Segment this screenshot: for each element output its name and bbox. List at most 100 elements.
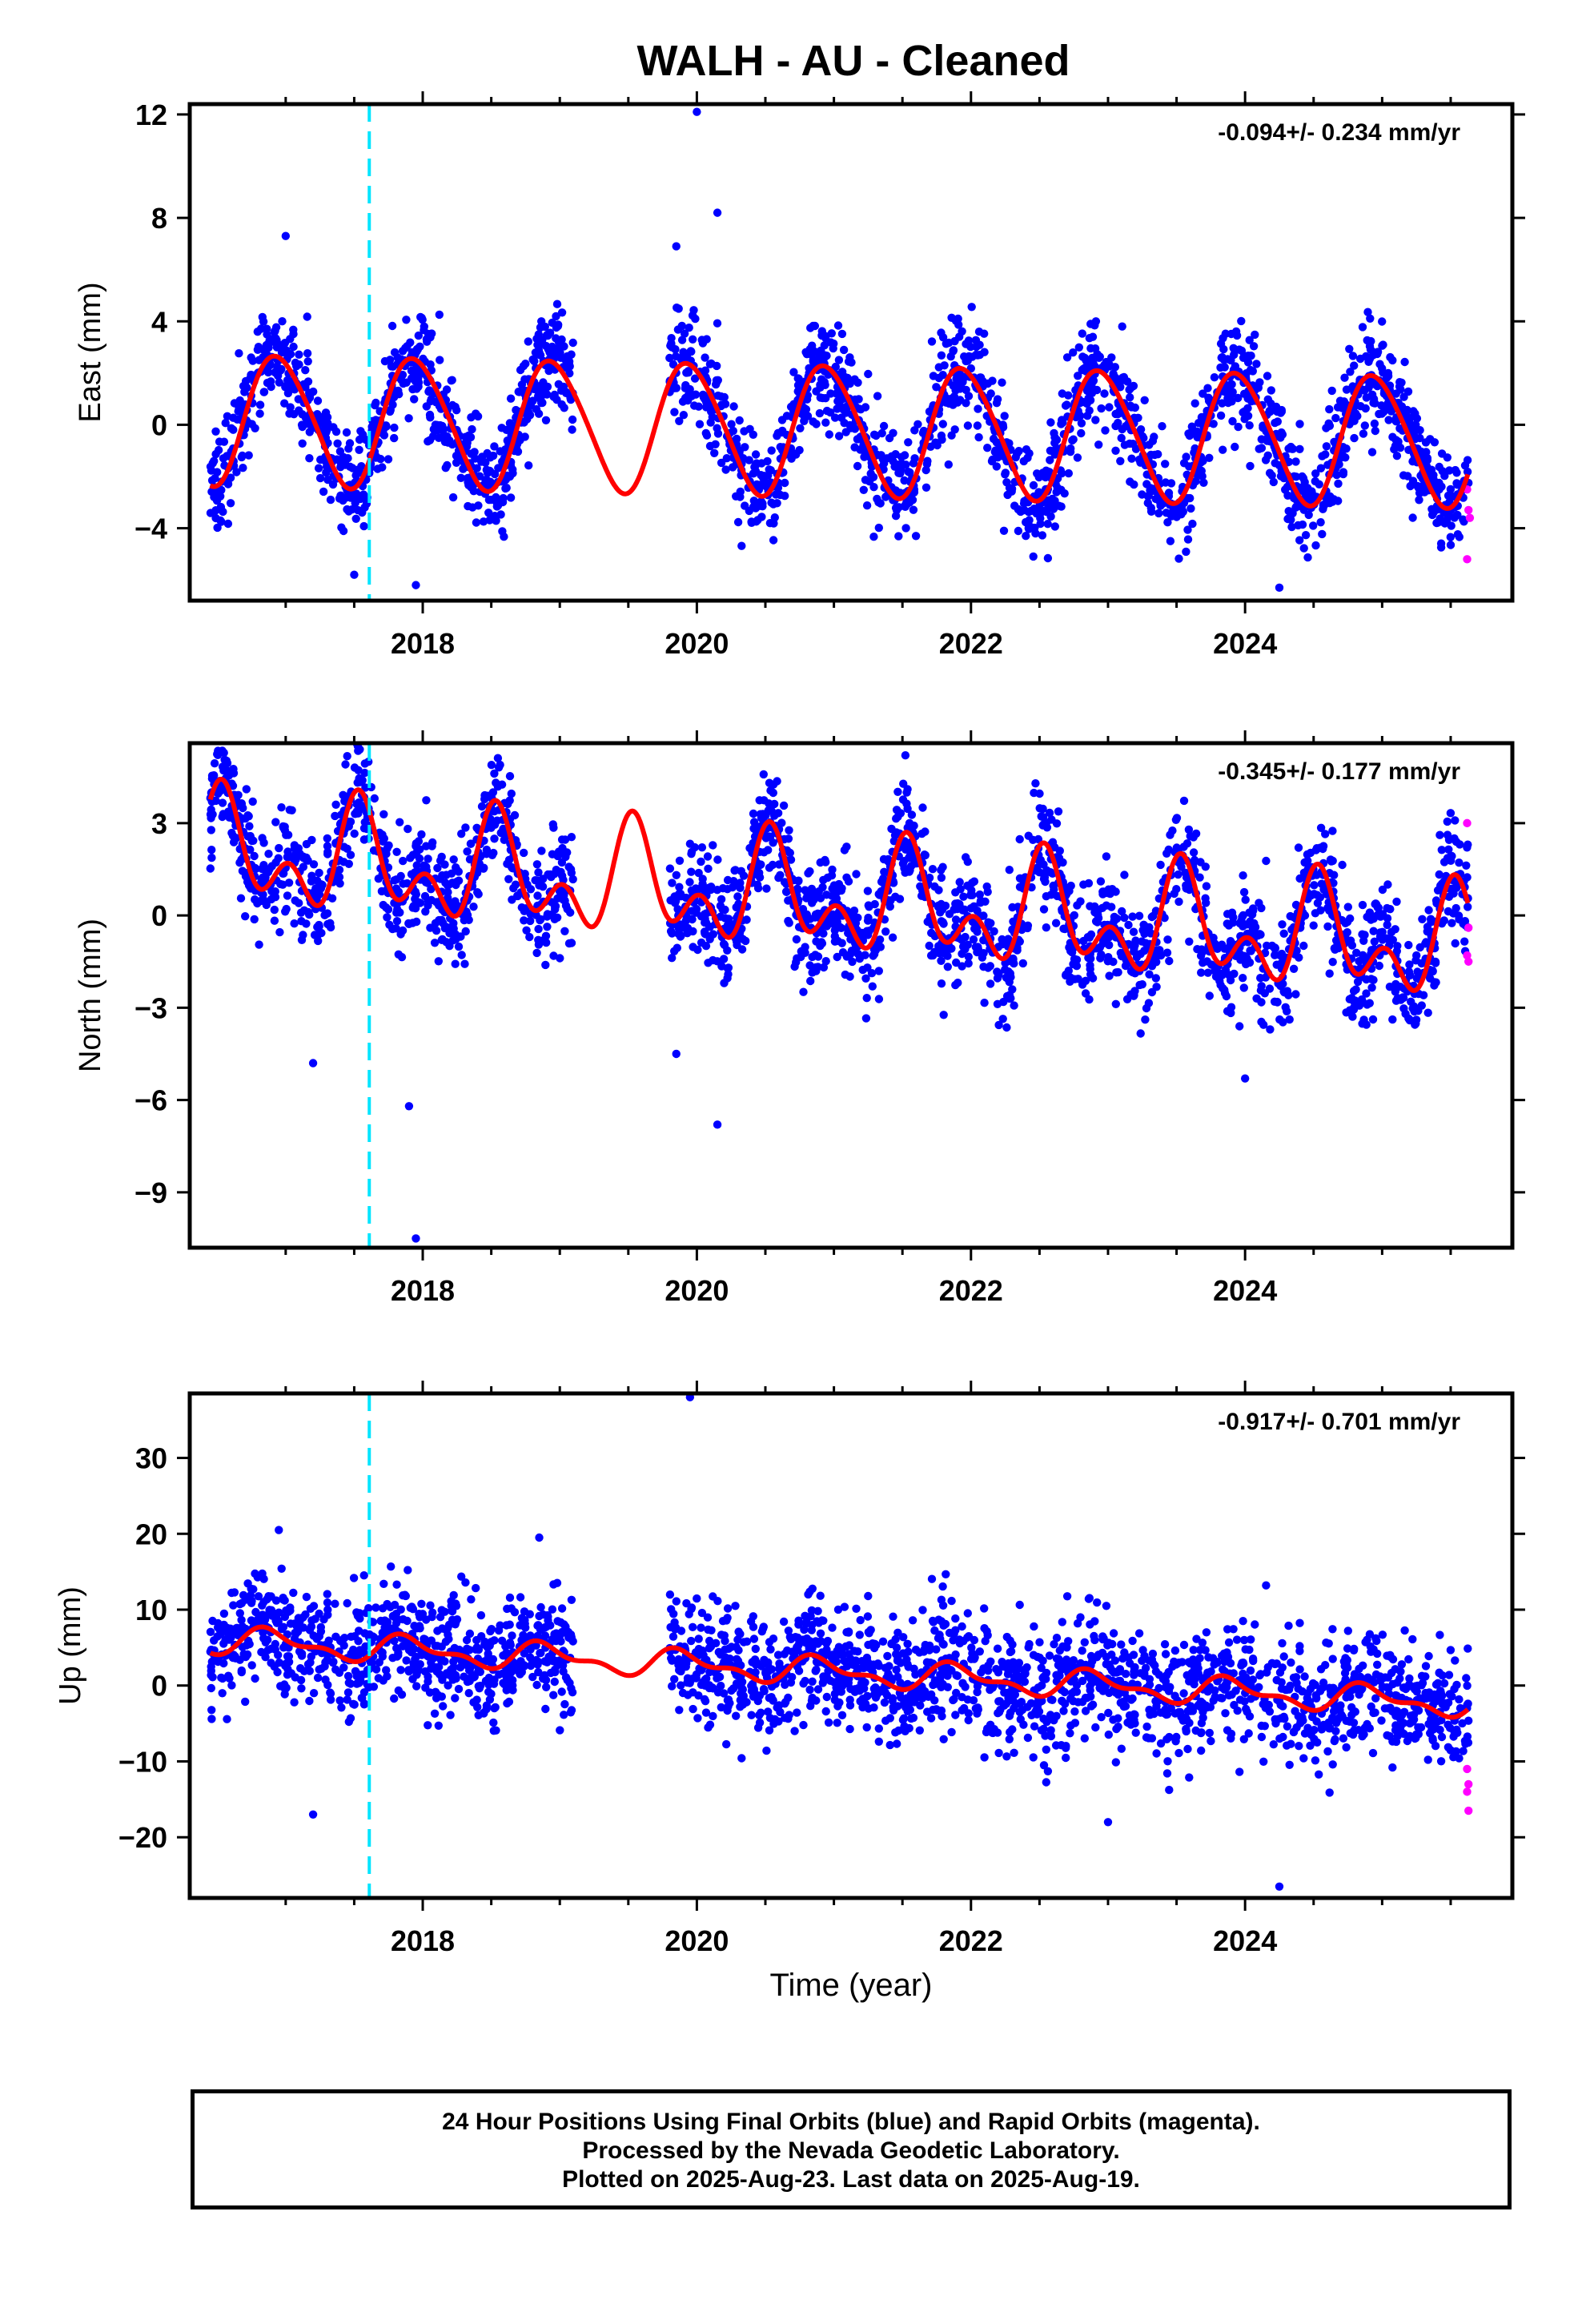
data-point bbox=[1377, 401, 1386, 410]
outlier-point bbox=[713, 1120, 722, 1129]
data-point bbox=[259, 317, 268, 326]
data-point bbox=[979, 949, 988, 958]
data-point bbox=[829, 881, 839, 890]
data-point bbox=[323, 909, 332, 918]
data-point bbox=[1162, 849, 1171, 858]
data-point bbox=[229, 838, 239, 846]
data-point bbox=[487, 761, 496, 770]
data-point bbox=[506, 493, 516, 502]
data-point bbox=[1015, 874, 1025, 883]
data-point bbox=[937, 917, 946, 926]
data-point bbox=[1076, 412, 1085, 420]
data-point bbox=[508, 468, 517, 478]
data-point bbox=[1096, 954, 1105, 963]
data-point bbox=[323, 842, 332, 850]
data-point bbox=[534, 350, 543, 359]
data-point bbox=[1004, 935, 1013, 943]
data-point bbox=[327, 894, 337, 903]
data-point bbox=[865, 903, 873, 911]
data-point bbox=[416, 312, 425, 322]
data-point bbox=[1358, 930, 1367, 939]
plot-area bbox=[206, 1393, 1473, 1898]
data-point bbox=[905, 818, 914, 828]
data-point bbox=[721, 914, 729, 923]
data-point bbox=[980, 329, 989, 338]
data-point bbox=[825, 430, 834, 439]
data-point bbox=[837, 395, 847, 404]
data-point bbox=[264, 850, 273, 858]
data-point bbox=[1365, 355, 1375, 364]
data-point bbox=[408, 903, 417, 912]
data-point bbox=[793, 885, 801, 894]
data-point bbox=[440, 437, 450, 446]
data-point bbox=[238, 866, 247, 875]
data-point bbox=[214, 445, 223, 455]
data-point bbox=[1362, 975, 1371, 984]
data-point bbox=[461, 823, 470, 832]
data-point bbox=[1111, 373, 1120, 382]
data-point bbox=[322, 468, 331, 477]
data-point bbox=[769, 536, 778, 545]
data-point bbox=[1383, 880, 1392, 889]
data-point bbox=[1309, 521, 1318, 530]
data-point bbox=[964, 959, 973, 968]
data-point bbox=[964, 392, 974, 400]
y-tick-label: 0 bbox=[151, 408, 167, 441]
data-point bbox=[255, 409, 264, 418]
data-point bbox=[277, 364, 286, 374]
data-point bbox=[1035, 789, 1044, 798]
data-point bbox=[1245, 421, 1254, 430]
data-point bbox=[207, 846, 216, 854]
data-point bbox=[206, 462, 215, 471]
data-point bbox=[1235, 1022, 1244, 1031]
data-point bbox=[1271, 459, 1279, 468]
data-point bbox=[428, 842, 436, 850]
data-point bbox=[1322, 442, 1331, 451]
data-point bbox=[1299, 941, 1308, 951]
data-point bbox=[700, 910, 709, 919]
data-point bbox=[745, 843, 754, 853]
data-point bbox=[339, 452, 348, 461]
data-point bbox=[844, 377, 853, 386]
data-point bbox=[668, 954, 677, 963]
data-point bbox=[506, 394, 516, 403]
data-point bbox=[1051, 444, 1061, 453]
data-point bbox=[284, 377, 294, 386]
data-point bbox=[557, 308, 567, 317]
data-point bbox=[447, 376, 456, 385]
data-point bbox=[1310, 881, 1319, 890]
rapid-orbit-point bbox=[1463, 818, 1472, 828]
data-point bbox=[492, 517, 500, 525]
data-point bbox=[1218, 399, 1227, 408]
data-point bbox=[938, 420, 948, 428]
data-point bbox=[704, 883, 713, 893]
data-point bbox=[1252, 360, 1261, 368]
data-point bbox=[1267, 386, 1276, 395]
data-point bbox=[1142, 480, 1151, 489]
data-point bbox=[852, 870, 861, 879]
data-point bbox=[490, 442, 499, 451]
data-point bbox=[799, 987, 808, 996]
data-point bbox=[1391, 996, 1401, 1005]
data-point bbox=[1386, 905, 1395, 914]
data-point bbox=[1038, 531, 1047, 540]
data-point bbox=[1410, 1007, 1419, 1016]
data-point bbox=[851, 946, 860, 955]
data-point bbox=[1316, 518, 1325, 527]
data-point bbox=[394, 950, 403, 959]
data-point bbox=[568, 425, 576, 434]
data-point bbox=[968, 879, 977, 887]
data-point bbox=[909, 859, 919, 868]
data-point bbox=[928, 865, 938, 874]
data-point bbox=[757, 513, 766, 521]
data-point bbox=[821, 858, 830, 866]
data-point bbox=[415, 854, 424, 863]
data-point bbox=[1204, 393, 1213, 402]
data-point bbox=[830, 937, 840, 946]
data-point bbox=[1373, 349, 1382, 359]
data-point bbox=[548, 850, 557, 858]
data-point bbox=[932, 383, 941, 392]
data-point bbox=[291, 850, 300, 858]
data-point bbox=[279, 869, 287, 879]
